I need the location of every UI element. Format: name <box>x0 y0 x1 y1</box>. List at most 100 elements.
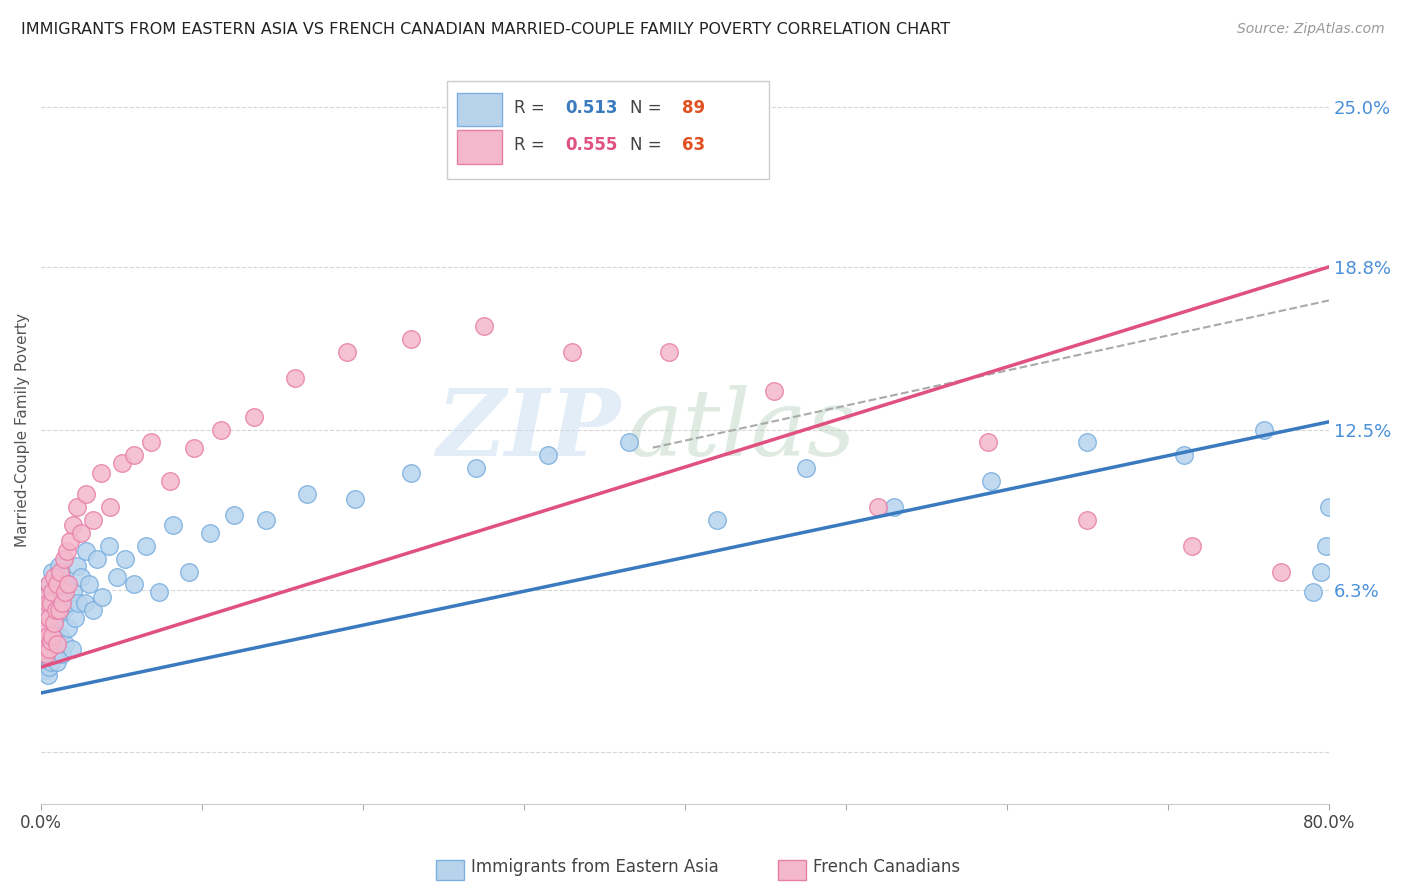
Point <box>53 637 76 651</box>
Point <box>42 570 65 584</box>
Point <box>49 629 72 643</box>
Point <box>401 332 423 346</box>
Point <box>1315 539 1337 553</box>
Point <box>46 637 69 651</box>
Point <box>62 585 84 599</box>
Point <box>91 591 114 605</box>
Point <box>41 629 63 643</box>
Point <box>49 585 72 599</box>
FancyBboxPatch shape <box>457 130 502 164</box>
Text: French Canadians: French Canadians <box>813 858 960 876</box>
Point <box>124 577 146 591</box>
Point <box>46 577 69 591</box>
FancyBboxPatch shape <box>447 81 769 178</box>
Point <box>65 559 87 574</box>
Point <box>42 585 65 599</box>
Point <box>179 565 201 579</box>
Point <box>148 585 170 599</box>
Point <box>41 585 63 599</box>
Point <box>343 492 366 507</box>
Point <box>34 603 56 617</box>
Point <box>37 596 59 610</box>
Point <box>110 456 132 470</box>
Point <box>1076 513 1098 527</box>
Point <box>883 500 905 514</box>
Point <box>35 647 58 661</box>
Point <box>39 585 62 599</box>
Point <box>124 449 146 463</box>
Point <box>48 637 70 651</box>
Point <box>67 596 90 610</box>
Point <box>35 629 58 643</box>
Point <box>980 474 1002 488</box>
Point <box>58 577 80 591</box>
Point <box>45 596 67 610</box>
Point <box>73 596 96 610</box>
Point <box>31 637 53 651</box>
Y-axis label: Married-Couple Family Poverty: Married-Couple Family Poverty <box>15 312 30 547</box>
Text: Source: ZipAtlas.com: Source: ZipAtlas.com <box>1237 22 1385 37</box>
Point <box>105 570 128 584</box>
Text: N =: N = <box>630 136 666 154</box>
Point <box>56 577 79 591</box>
Text: R =: R = <box>513 98 550 117</box>
Point <box>38 642 60 657</box>
Point <box>39 655 62 669</box>
Point <box>48 559 70 574</box>
FancyBboxPatch shape <box>457 93 502 127</box>
Text: 89: 89 <box>682 98 706 117</box>
Point <box>794 461 817 475</box>
Point <box>51 647 73 661</box>
Point <box>1302 585 1324 599</box>
Point <box>561 345 583 359</box>
Point <box>336 345 359 359</box>
Point <box>35 663 58 677</box>
Point <box>53 585 76 599</box>
Point <box>65 500 87 514</box>
Point <box>1334 655 1357 669</box>
Point <box>34 629 56 643</box>
Point <box>38 603 60 617</box>
Point <box>162 518 184 533</box>
Point <box>183 441 205 455</box>
Point <box>37 629 59 643</box>
Point <box>224 508 246 522</box>
Point <box>37 668 59 682</box>
Point <box>41 565 63 579</box>
Point <box>59 533 82 548</box>
Point <box>1173 449 1195 463</box>
Point <box>63 611 86 625</box>
Point <box>52 603 75 617</box>
Point <box>464 461 486 475</box>
Point <box>58 621 80 635</box>
Point <box>37 596 59 610</box>
Point <box>41 647 63 661</box>
Point <box>35 591 58 605</box>
Point <box>59 596 82 610</box>
Point <box>762 384 785 398</box>
Point <box>49 565 72 579</box>
Text: 63: 63 <box>682 136 706 154</box>
Point <box>472 319 495 334</box>
Point <box>706 513 728 527</box>
Point <box>42 616 65 631</box>
Point <box>976 435 998 450</box>
Point <box>35 647 58 661</box>
Point <box>39 596 62 610</box>
Point <box>38 577 60 591</box>
Point <box>38 660 60 674</box>
Point <box>46 655 69 669</box>
Point <box>295 487 318 501</box>
Point <box>75 544 97 558</box>
Point <box>31 616 53 631</box>
Point <box>37 642 59 657</box>
Point <box>868 500 890 514</box>
Point <box>60 642 83 657</box>
Point <box>35 621 58 635</box>
Point <box>34 642 56 657</box>
Point <box>52 551 75 566</box>
Point <box>41 621 63 635</box>
Point <box>1382 513 1405 527</box>
Point <box>48 603 70 617</box>
Point <box>256 513 278 527</box>
